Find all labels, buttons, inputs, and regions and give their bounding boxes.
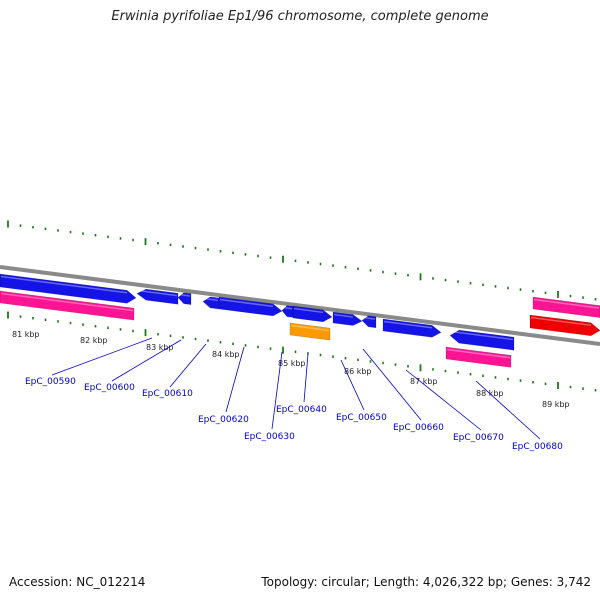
gene-label-connector xyxy=(362,348,422,421)
gene-arrow[interactable] xyxy=(289,322,331,341)
gene-label[interactable]: EpC_00610 xyxy=(142,389,193,399)
gene-highlight xyxy=(178,293,191,297)
gene-arrow[interactable] xyxy=(532,296,600,318)
kbp-label: 87 kbp xyxy=(410,377,438,386)
gene-arrow[interactable] xyxy=(0,273,137,304)
gene-arrow[interactable] xyxy=(449,329,515,351)
gene-label[interactable]: EpC_00630 xyxy=(244,432,295,442)
kbp-label: 85 kbp xyxy=(278,359,306,368)
gene-highlight xyxy=(446,348,511,359)
gene-arrow[interactable] xyxy=(361,315,377,329)
gene-label[interactable]: EpC_00620 xyxy=(198,415,249,425)
gene-arrow[interactable] xyxy=(136,288,179,305)
inner-tick-ring xyxy=(7,311,597,392)
gene-arrow[interactable] xyxy=(529,314,600,337)
gene-highlight xyxy=(362,316,376,320)
gene-label-connector xyxy=(271,351,283,430)
gene-label-connector xyxy=(111,339,182,382)
gene-features xyxy=(0,273,600,368)
gene-highlight xyxy=(293,307,324,314)
accession-text: Accession: NC_012214 xyxy=(9,575,146,589)
gene-highlight xyxy=(282,306,293,310)
gene-label[interactable]: EpC_00670 xyxy=(453,433,504,443)
kbp-label: 89 kbp xyxy=(542,400,570,409)
gene-label[interactable]: EpC_00640 xyxy=(276,405,327,415)
gene-label-connector xyxy=(340,359,365,411)
kbp-label: 83 kbp xyxy=(146,343,174,352)
gene-label[interactable]: EpC_00650 xyxy=(336,413,387,423)
gene-highlight xyxy=(383,320,433,329)
gene-highlight xyxy=(333,313,354,318)
gene-highlight xyxy=(290,324,330,332)
gene-label-connector xyxy=(303,353,309,403)
gene-label-connector xyxy=(51,337,153,376)
gene-highlight xyxy=(450,330,514,341)
gene-highlight xyxy=(137,289,178,297)
gene-arrow[interactable] xyxy=(332,311,363,326)
gene-arrow[interactable] xyxy=(292,305,333,323)
gene-arrow[interactable] xyxy=(177,292,192,306)
gene-label-connector xyxy=(475,380,541,440)
gene-arrow[interactable] xyxy=(445,346,512,368)
map-title: Erwinia pyrifoliae Ep1/96 chromosome, co… xyxy=(111,9,489,24)
gene-label-connector xyxy=(405,369,482,431)
gene-highlight xyxy=(0,275,128,294)
gene-label[interactable]: EpC_00660 xyxy=(393,423,444,433)
kbp-label: 84 kbp xyxy=(212,350,240,359)
gene-highlight xyxy=(530,316,592,327)
gene-highlight xyxy=(0,292,134,312)
gene-arrow[interactable] xyxy=(382,318,442,338)
gene-arrow[interactable] xyxy=(218,296,283,317)
kbp-label: 86 kbp xyxy=(344,367,372,376)
gene-label[interactable]: EpC_00600 xyxy=(84,383,135,393)
genome-summary-text: Topology: circular; Length: 4,026,322 bp… xyxy=(261,575,591,589)
gene-highlight xyxy=(533,298,600,309)
gene-highlight xyxy=(219,298,274,308)
gene-arrow[interactable] xyxy=(0,290,135,321)
gene-label[interactable]: EpC_00590 xyxy=(25,377,76,387)
kbp-label: 82 kbp xyxy=(80,336,108,345)
gene-label[interactable]: EpC_00680 xyxy=(512,442,563,452)
chromosome-backbone xyxy=(0,265,600,346)
gene-label-connector xyxy=(225,346,245,413)
kbp-label: 81 kbp xyxy=(12,330,40,339)
gene-highlight xyxy=(203,297,219,302)
gene-label-connector xyxy=(169,343,207,388)
gene-labels: EpC_00590 EpC_00600 EpC_00610 EpC_00620 EpC_… xyxy=(25,337,563,452)
outer-tick-ring xyxy=(7,220,597,301)
